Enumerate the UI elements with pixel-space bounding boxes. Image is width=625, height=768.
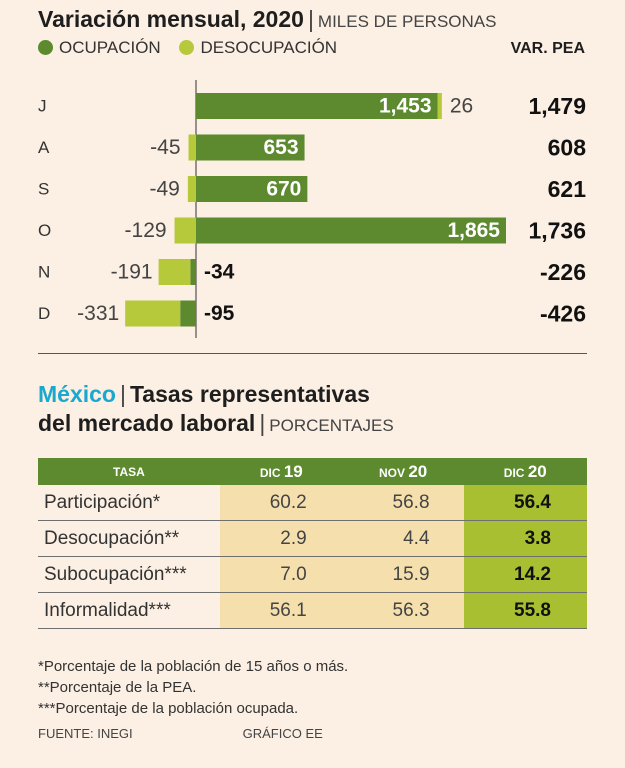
cell-dic20: 14.2: [463, 556, 587, 593]
var-pea-total-label: 621: [548, 176, 587, 202]
header-dic-19: DIC 19: [219, 458, 343, 485]
bar-occupation: [196, 217, 506, 244]
cell-nov20: 4.4: [342, 520, 464, 557]
month-label: J: [38, 97, 47, 116]
var-pea-total-label: 1,736: [528, 218, 586, 244]
cell-nov20: 56.8: [342, 485, 464, 521]
occupation-value-label: 653: [263, 136, 298, 159]
footnote: *Porcentaje de la población de 15 años o…: [38, 658, 349, 675]
bar-unemployment: [188, 134, 196, 161]
var-pea-total-label: 1,479: [528, 93, 586, 119]
cell-nov20: 56.3: [342, 592, 464, 629]
bar-occupation: [190, 259, 196, 285]
bar-unemployment: [174, 217, 196, 244]
table-title-separator: |: [119, 381, 126, 407]
month-label: S: [38, 180, 49, 199]
table-row: Subocupación*** 7.0 15.9 14.2: [38, 556, 587, 593]
table-title-line2: del mercado laboral: [38, 410, 256, 436]
section-divider: [38, 353, 587, 354]
unemployment-value-label: -331: [77, 302, 119, 325]
table-title: México | Tasas representativas del mercado…: [38, 380, 394, 440]
header-nov-20: NOV 20: [342, 458, 464, 485]
row-name: Participación*: [38, 485, 220, 521]
occupation-value-label: 670: [266, 178, 301, 201]
row-name: Informalidad***: [38, 592, 220, 629]
monthly-variation-chart: J 1,453 26 1,479 A 653 -45 608 S 670 -49 621 O 1,865 -…: [38, 80, 587, 338]
row-name: Subocupación***: [38, 556, 220, 593]
cell-dic19: 56.1: [219, 592, 343, 629]
table-unit-separator: |: [259, 410, 266, 436]
unemployment-value-label: 26: [450, 95, 473, 118]
source-text: FUENTE: INEGI: [38, 726, 133, 741]
header-dic-19-year: 19: [283, 461, 303, 481]
month-label: D: [38, 304, 50, 323]
header-nov-20-month: NOV: [378, 465, 405, 480]
legend-item-unemployment: DESOCUPACIÓN: [179, 38, 337, 57]
legend-item-occupation: OCUPACIÓN: [38, 38, 161, 57]
header-dic-20-year: 20: [527, 461, 547, 481]
var-pea-total-label: -426: [540, 301, 586, 327]
legend-occupation-swatch-icon: [38, 40, 53, 55]
month-label: O: [38, 221, 51, 240]
occupation-value-label: 1,453: [379, 95, 432, 118]
chart-legend: OCUPACIÓN DESOCUPACIÓN: [38, 38, 351, 58]
unemployment-value-label: -49: [149, 178, 179, 201]
labor-rates-table: TASA DIC 19 NOV 20 DIC 20 Participación*…: [38, 458, 587, 629]
footnote: ***Porcentaje de la población ocupada.: [38, 700, 299, 717]
month-label: A: [38, 138, 50, 157]
table-unit: PORCENTAJES: [269, 416, 394, 435]
month-label: N: [38, 263, 50, 282]
occupation-value-label: -34: [204, 261, 235, 284]
source-line: FUENTE: INEGI GRÁFICO EE: [38, 726, 323, 741]
var-pea-total-label: -226: [540, 259, 586, 285]
header-dic-20: DIC 20: [463, 458, 587, 485]
title-separator: |: [307, 6, 314, 32]
bar-occupation: [180, 300, 196, 327]
row-name: Desocupación**: [38, 520, 220, 557]
var-pea-total-label: 608: [548, 135, 587, 161]
legend-occupation-label: OCUPACIÓN: [59, 38, 161, 57]
unemployment-value-label: -191: [111, 261, 153, 284]
table-header-row: TASA DIC 19 NOV 20 DIC 20: [38, 458, 587, 485]
table-title-country: México: [38, 381, 116, 407]
legend-unemployment-swatch-icon: [179, 40, 195, 55]
occupation-value-label: -95: [204, 302, 235, 325]
bar-unemployment: [187, 176, 196, 202]
cell-dic19: 2.9: [219, 520, 343, 557]
cell-dic20: 55.8: [463, 592, 587, 629]
cell-dic19: 60.2: [219, 485, 343, 521]
footnotes: *Porcentaje de la población de 15 años o…: [38, 656, 348, 719]
unemployment-value-label: -45: [150, 136, 180, 159]
header-dic-19-month: DIC: [259, 465, 281, 480]
footnote: **Porcentaje de la PEA.: [38, 679, 197, 696]
chart-title: Variación mensual, 2020 | MILES DE PERSONA…: [38, 6, 496, 33]
cell-dic19: 7.0: [219, 556, 343, 593]
chart-title-text: Variación mensual, 2020: [38, 6, 304, 32]
bar-occupation: [196, 93, 438, 119]
occupation-value-label: 1,865: [447, 219, 500, 242]
bar-unemployment: [158, 259, 191, 285]
bar-occupation: [196, 176, 308, 202]
credit-text: GRÁFICO EE: [242, 726, 323, 741]
header-tasa: TASA: [38, 458, 220, 485]
cell-dic20: 56.4: [463, 485, 587, 521]
header-nov-20-year: 20: [408, 461, 428, 481]
table-row: Informalidad*** 56.1 56.3 55.8: [38, 592, 587, 629]
unemployment-value-label: -129: [125, 219, 167, 242]
bar-unemployment: [125, 300, 181, 327]
bar-occupation: [196, 134, 305, 161]
cell-nov20: 15.9: [342, 556, 464, 593]
var-pea-header: VAR. PEA: [510, 40, 585, 57]
cell-dic20: 3.8: [463, 520, 587, 557]
bar-unemployment: [437, 93, 442, 119]
header-dic-20-month: DIC: [503, 465, 525, 480]
table-row: Desocupación** 2.9 4.4 3.8: [38, 520, 587, 557]
table-title-main: Tasas representativas: [129, 381, 370, 407]
legend-unemployment-label: DESOCUPACIÓN: [200, 38, 338, 57]
table-row: Participación* 60.2 56.8 56.4: [38, 485, 587, 521]
chart-unit: MILES DE PERSONAS: [317, 12, 497, 31]
